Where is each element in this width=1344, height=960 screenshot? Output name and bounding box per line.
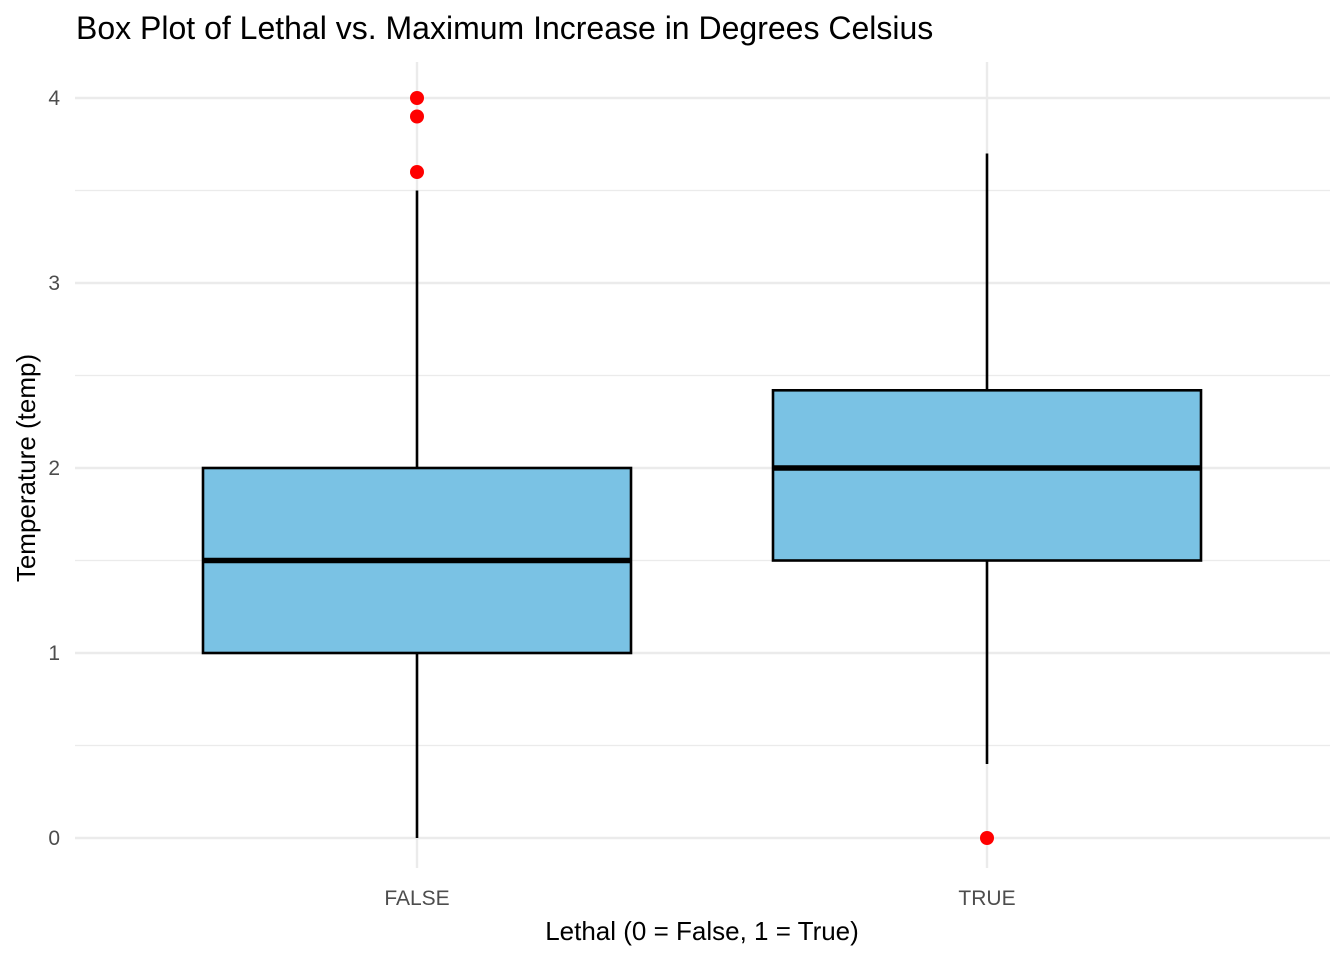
chart-title: Box Plot of Lethal vs. Maximum Increase … <box>76 10 933 46</box>
y-tick-label: 4 <box>48 87 60 110</box>
outlier-point <box>410 165 424 179</box>
boxes <box>201 91 1203 845</box>
x-tick-label: FALSE <box>384 887 449 910</box>
x-axis-title: Lethal (0 = False, 1 = True) <box>545 916 859 946</box>
y-tick-label: 0 <box>48 827 60 850</box>
outlier-point <box>410 91 424 105</box>
y-tick-label: 1 <box>48 642 60 665</box>
box-true <box>771 153 1203 845</box>
y-tick-labels: 0 1 2 3 4 <box>48 87 60 850</box>
box-false <box>201 91 633 838</box>
box-body <box>771 388 1203 562</box>
outlier-point <box>980 831 994 845</box>
x-tick-labels: FALSE TRUE <box>384 887 1015 910</box>
y-tick-label: 3 <box>48 272 60 295</box>
x-tick-label: TRUE <box>958 887 1015 910</box>
outlier-point <box>410 109 424 124</box>
y-axis-title: Temperature (temp) <box>11 354 41 582</box>
y-tick-label: 2 <box>48 457 60 480</box>
